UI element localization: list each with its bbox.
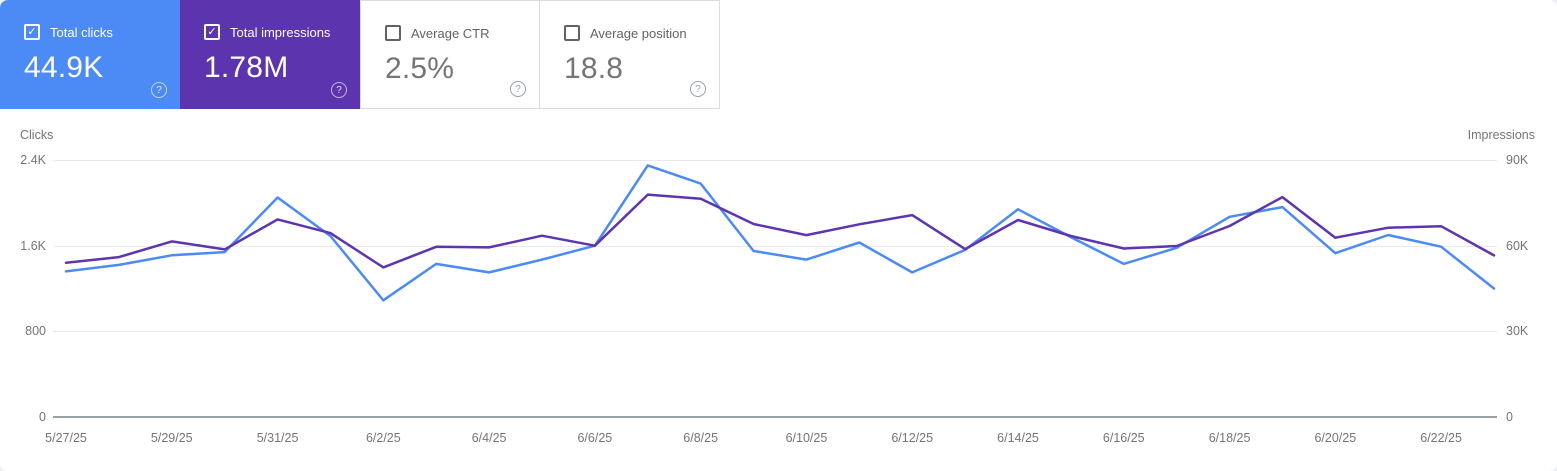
- x-axis-date-label: 5/27/25: [45, 431, 87, 445]
- gridline: [53, 160, 1497, 161]
- left-axis-tick: 1.6K: [20, 238, 46, 253]
- card-average-ctr[interactable]: Average CTR 2.5% ?: [360, 0, 540, 109]
- right-axis-tick: 60K: [1506, 238, 1529, 253]
- performance-chart[interactable]: Clicks Impressions 2.4K 1.6K 800 0 90K 60K 30K…: [0, 111, 1557, 471]
- left-axis-title: Clicks: [20, 128, 54, 142]
- left-axis-tick: 0: [39, 410, 46, 424]
- left-axis-tick: 2.4K: [20, 153, 46, 167]
- total-impressions-checkbox[interactable]: ✓: [204, 24, 220, 40]
- x-axis-date-label: 6/10/25: [785, 431, 828, 445]
- card-label: Total impressions: [230, 24, 331, 40]
- average-position-checkbox[interactable]: [564, 25, 580, 41]
- card-label: Average CTR: [411, 25, 490, 41]
- right-axis-tick: 90K: [1506, 153, 1529, 167]
- x-axis-date-label: 6/12/25: [891, 431, 934, 445]
- average-position-value: 18.8: [564, 52, 624, 85]
- right-axis-tick: 30K: [1506, 324, 1529, 339]
- help-icon[interactable]: ?: [151, 82, 167, 98]
- x-axis-date-label: 6/2/25: [365, 431, 401, 445]
- x-axis-date-label: 5/29/25: [150, 431, 193, 445]
- gridline: [53, 331, 1497, 333]
- chart-canvas: [64, 164, 1496, 302]
- impressions-line: [64, 193, 1496, 269]
- total-impressions-value: 1.78M: [204, 51, 289, 84]
- average-ctr-value: 2.5%: [385, 52, 455, 85]
- x-axis-date-label: 6/22/25: [1420, 431, 1462, 445]
- right-axis-title: Impressions: [1467, 128, 1535, 142]
- x-axis-date-label: 6/18/25: [1208, 431, 1251, 445]
- card-total-clicks[interactable]: ✓ Total clicks 44.9K ?: [0, 0, 180, 109]
- x-axis-line: [53, 416, 1497, 418]
- x-axis-date-label: 5/31/25: [256, 431, 299, 445]
- gridline: [53, 245, 1497, 247]
- x-axis-date-label: 6/4/25: [471, 431, 507, 445]
- x-axis-date-label: 6/20/25: [1314, 431, 1357, 445]
- metric-cards-row: ✓ Total clicks 44.9K ? ✓ Total impressio…: [0, 0, 720, 109]
- right-axis-tick: 0: [1506, 410, 1513, 424]
- card-label: Total clicks: [50, 24, 113, 40]
- help-icon[interactable]: ?: [510, 81, 526, 97]
- left-axis-tick: 800: [25, 324, 46, 339]
- x-axis-date-label: 6/6/25: [577, 431, 613, 445]
- x-axis-date-label: 6/16/25: [1102, 431, 1145, 445]
- total-clicks-value: 44.9K: [24, 51, 104, 84]
- clicks-line: [64, 164, 1496, 302]
- help-icon[interactable]: ?: [331, 82, 347, 98]
- total-clicks-checkbox[interactable]: ✓: [24, 24, 40, 40]
- x-axis-date-label: 6/14/25: [997, 431, 1039, 445]
- average-ctr-checkbox[interactable]: [385, 25, 401, 41]
- help-icon[interactable]: ?: [690, 81, 706, 97]
- card-average-position[interactable]: Average position 18.8 ?: [540, 0, 720, 109]
- card-total-impressions[interactable]: ✓ Total impressions 1.78M ?: [180, 0, 360, 109]
- x-axis-date-label: 6/8/25: [683, 431, 719, 445]
- card-label: Average position: [590, 25, 687, 41]
